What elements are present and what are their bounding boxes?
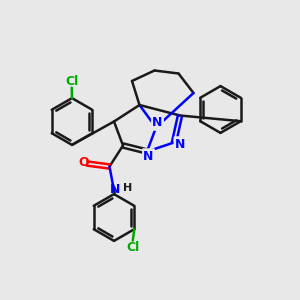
Text: H: H	[123, 183, 132, 193]
Text: N: N	[110, 183, 121, 196]
Text: N: N	[175, 137, 185, 151]
Text: N: N	[143, 149, 154, 163]
Text: N: N	[152, 116, 163, 130]
Text: Cl: Cl	[126, 241, 140, 254]
Text: Cl: Cl	[65, 75, 79, 88]
Text: O: O	[79, 155, 89, 169]
